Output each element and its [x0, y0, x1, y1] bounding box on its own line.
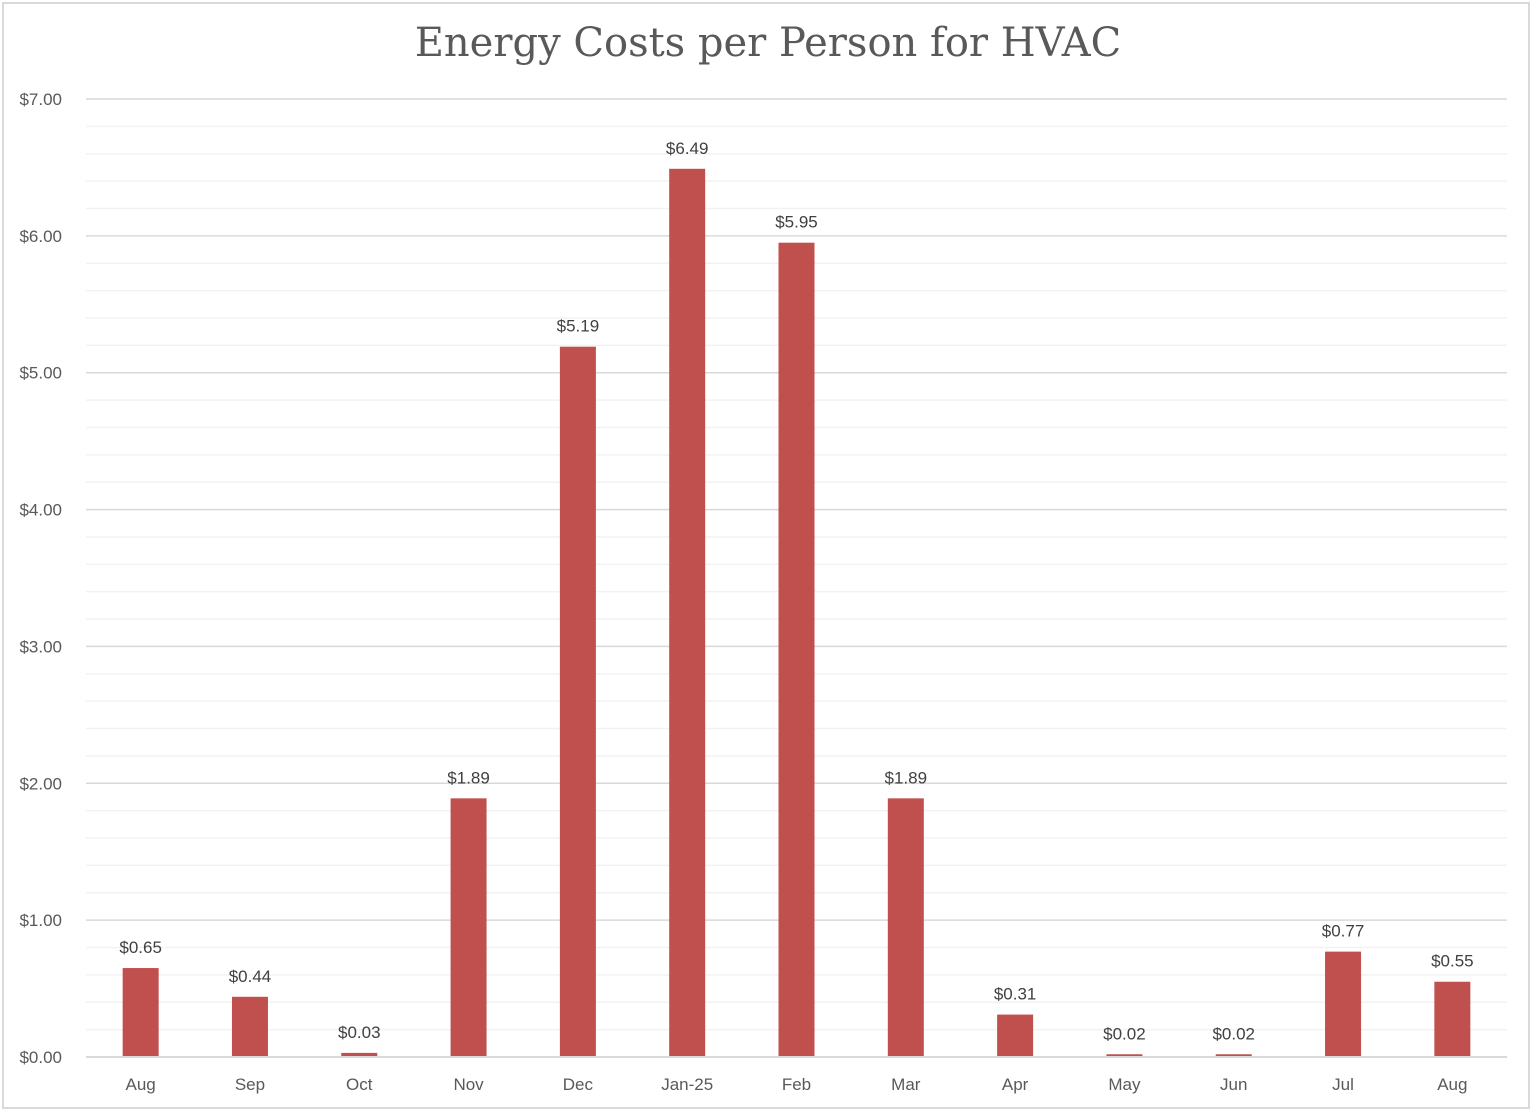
chart-title: Energy Costs per Person for HVAC [414, 20, 1122, 66]
bar [1106, 1054, 1143, 1057]
bars [122, 168, 1471, 1058]
data-label: $0.02 [1212, 1024, 1255, 1043]
y-axis-tick-labels: $0.00 $1.00 $2.00 $3.00 $4.00 $5.00 $6.00 $7.00 [19, 90, 62, 1067]
x-tick-label: Dec [563, 1075, 594, 1094]
x-tick-label: Mar [891, 1075, 921, 1094]
bar [778, 242, 815, 1057]
data-label: $6.49 [666, 139, 709, 158]
y-tick-label: $6.00 [19, 227, 62, 246]
bar [669, 168, 706, 1058]
data-label: $0.44 [229, 967, 272, 986]
data-label: $0.02 [1103, 1024, 1146, 1043]
bar [1434, 981, 1471, 1057]
bar [997, 1014, 1034, 1057]
y-tick-label: $5.00 [19, 364, 62, 383]
x-tick-label: May [1108, 1075, 1141, 1094]
bar [1325, 951, 1362, 1057]
x-tick-label: Feb [782, 1075, 811, 1094]
x-tick-label: Oct [346, 1075, 373, 1094]
y-tick-label: $2.00 [19, 774, 62, 793]
x-tick-label: Sep [235, 1075, 265, 1094]
x-tick-label: Jan-25 [661, 1075, 713, 1094]
data-label: $1.89 [447, 768, 490, 787]
x-tick-label: Jun [1220, 1075, 1247, 1094]
x-tick-label: Jul [1332, 1075, 1354, 1094]
data-label: $0.77 [1322, 922, 1365, 941]
data-label: $1.89 [885, 768, 928, 787]
y-tick-label: $1.00 [19, 911, 62, 930]
x-tick-label: Nov [453, 1075, 484, 1094]
x-tick-label: Aug [1437, 1075, 1467, 1094]
data-label: $0.03 [338, 1023, 381, 1042]
bar [559, 346, 596, 1057]
x-tick-label: Apr [1002, 1075, 1029, 1094]
x-tick-label: Aug [126, 1075, 156, 1094]
bar [231, 996, 268, 1057]
bar [122, 968, 159, 1057]
y-tick-label: $7.00 [19, 90, 62, 109]
bar [887, 798, 924, 1057]
data-label: $0.31 [994, 985, 1037, 1004]
data-label: $0.65 [119, 938, 162, 957]
bar [1215, 1054, 1252, 1057]
data-label: $0.55 [1431, 952, 1474, 971]
bar [341, 1052, 378, 1057]
x-axis-tick-labels: Aug Sep Oct Nov Dec Jan-25 Feb Mar Apr May Jun Jul A… [126, 1075, 1468, 1094]
bar [450, 798, 487, 1057]
y-tick-label: $0.00 [19, 1048, 62, 1067]
data-label: $5.19 [557, 317, 600, 336]
data-label: $5.95 [775, 213, 818, 232]
y-tick-label: $3.00 [19, 637, 62, 656]
y-tick-label: $4.00 [19, 501, 62, 520]
data-labels: $0.65 $0.44 $0.03 $1.89 $5.19 $6.49 $5.95 $1.89… [119, 139, 1473, 1043]
